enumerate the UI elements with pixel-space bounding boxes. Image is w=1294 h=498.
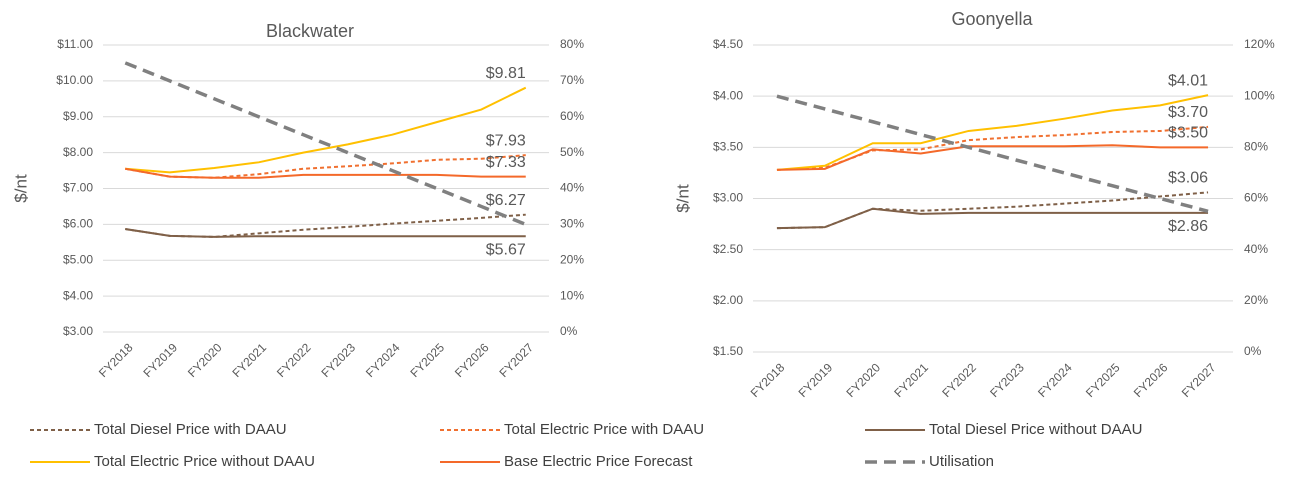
data-label: $7.93 xyxy=(486,132,526,149)
x-tick-label: FY2024 xyxy=(363,340,403,380)
x-tick-label: FY2025 xyxy=(407,340,447,380)
data-label: $3.70 xyxy=(1168,104,1208,121)
y2-tick-label: 50% xyxy=(560,145,584,159)
legend-label: Total Diesel Price with DAAU xyxy=(94,421,287,438)
x-tick-label: FY2021 xyxy=(891,360,931,400)
chart-title: Blackwater xyxy=(266,21,354,41)
chart-title: Goonyella xyxy=(951,9,1033,29)
y2-tick-label: 20% xyxy=(560,252,584,266)
series-line xyxy=(776,94,1209,213)
y-tick-label: $9.00 xyxy=(63,109,93,123)
data-label: $3.50 xyxy=(1168,125,1208,142)
x-tick-label: FY2022 xyxy=(939,360,979,400)
series-line xyxy=(124,61,527,226)
x-tick-label: FY2025 xyxy=(1083,360,1123,400)
series-line xyxy=(776,94,1209,171)
y-axis-title: $/nt xyxy=(673,184,692,213)
y-tick-label: $8.00 xyxy=(63,145,93,159)
y2-tick-label: 0% xyxy=(560,324,578,338)
y-tick-label: $4.00 xyxy=(63,288,93,302)
legend-label: Total Diesel Price without DAAU xyxy=(929,421,1142,438)
data-label: $5.67 xyxy=(486,241,526,258)
y2-tick-label: 80% xyxy=(560,37,584,51)
x-tick-label: FY2026 xyxy=(1131,360,1171,400)
data-label: $6.27 xyxy=(486,192,526,209)
y2-tick-label: 40% xyxy=(560,181,584,195)
series-line xyxy=(776,191,1209,230)
series-line xyxy=(125,167,526,179)
data-label: $4.01 xyxy=(1168,72,1208,89)
y2-tick-label: 60% xyxy=(560,109,584,123)
series-line xyxy=(776,144,1209,171)
y-tick-label: $2.00 xyxy=(713,293,743,307)
y2-tick-label: 0% xyxy=(1244,344,1262,358)
y-tick-label: $6.00 xyxy=(63,217,93,231)
x-tick-label: FY2018 xyxy=(96,340,136,380)
x-tick-label: FY2018 xyxy=(748,360,788,400)
x-tick-label: FY2026 xyxy=(452,340,492,380)
series-line xyxy=(776,125,1209,171)
y-tick-label: $10.00 xyxy=(56,73,93,87)
data-label: $3.06 xyxy=(1168,170,1208,187)
y-tick-label: $4.00 xyxy=(713,88,743,102)
x-tick-label: FY2021 xyxy=(229,340,269,380)
y2-tick-label: 10% xyxy=(560,288,584,302)
x-tick-label: FY2023 xyxy=(318,340,358,380)
y2-tick-label: 100% xyxy=(1244,88,1275,102)
y-tick-label: $3.00 xyxy=(63,324,93,338)
x-tick-label: FY2024 xyxy=(1035,360,1075,400)
legend-label: Total Electric Price without DAAU xyxy=(94,453,315,470)
x-tick-label: FY2027 xyxy=(1179,360,1219,400)
series-line xyxy=(125,213,526,238)
y-tick-label: $3.50 xyxy=(713,140,743,154)
y-tick-label: $5.00 xyxy=(63,252,93,266)
x-tick-label: FY2023 xyxy=(987,360,1027,400)
y2-tick-label: 40% xyxy=(1244,242,1268,256)
data-label: $7.33 xyxy=(486,154,526,171)
data-label: $2.86 xyxy=(1168,218,1208,235)
series-line xyxy=(125,228,526,238)
y2-tick-label: 80% xyxy=(1244,140,1268,154)
series-line xyxy=(776,207,1209,230)
y2-tick-label: 30% xyxy=(560,217,584,231)
y-tick-label: $7.00 xyxy=(63,181,93,195)
x-tick-label: FY2019 xyxy=(140,340,180,380)
series-line xyxy=(125,86,527,174)
y-axis-title: $/nt xyxy=(11,174,30,203)
y-tick-label: $11.00 xyxy=(57,37,93,51)
legend-label: Base Electric Price Forecast xyxy=(504,453,693,470)
x-tick-label: FY2020 xyxy=(185,340,225,380)
y2-tick-label: 70% xyxy=(560,73,584,87)
y2-tick-label: 20% xyxy=(1244,293,1268,307)
legend-label: Total Electric Price with DAAU xyxy=(504,421,704,438)
y-tick-label: $2.50 xyxy=(713,242,743,256)
x-tick-label: FY2020 xyxy=(843,360,883,400)
legend-label: Utilisation xyxy=(929,453,994,470)
y-tick-label: $4.50 xyxy=(713,37,743,51)
y2-tick-label: 120% xyxy=(1244,37,1275,51)
y2-tick-label: 60% xyxy=(1244,191,1268,205)
data-label: $9.81 xyxy=(486,65,526,82)
x-tick-label: FY2022 xyxy=(274,340,314,380)
x-tick-label: FY2019 xyxy=(796,360,836,400)
x-tick-label: FY2027 xyxy=(496,340,536,380)
y-tick-label: $3.00 xyxy=(713,191,743,205)
y-tick-label: $1.50 xyxy=(713,344,743,358)
